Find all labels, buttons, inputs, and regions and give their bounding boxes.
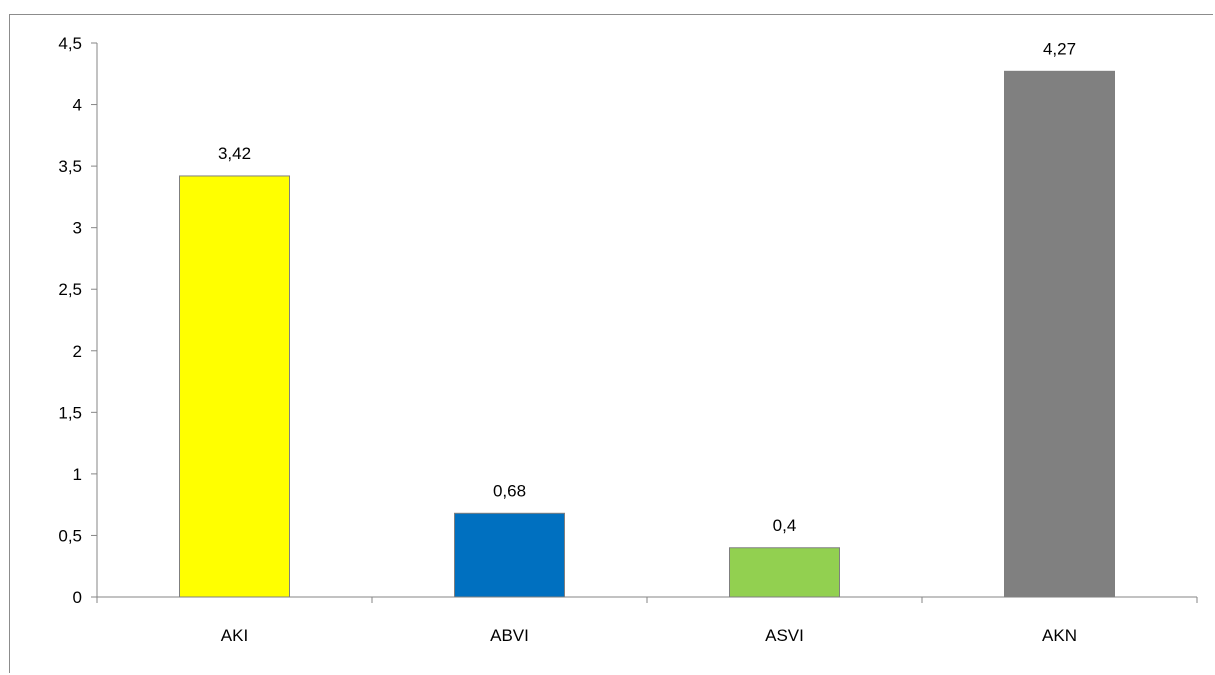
y-tick-label: 1,5 [58,403,82,422]
y-tick-label: 0 [73,588,82,607]
x-tick-label: AKI [221,626,248,645]
y-tick-label: 2 [73,342,82,361]
bar-asvi [730,548,840,597]
x-tick-label: ABVI [490,626,529,645]
x-tick-label: ASVI [765,626,804,645]
bar-akn [1005,71,1115,597]
data-label: 0,4 [773,516,797,535]
y-tick-label: 2,5 [58,280,82,299]
x-tick-label: AKN [1042,626,1077,645]
chart-bars [180,71,1115,597]
y-tick-label: 4,5 [58,34,82,53]
y-tick-label: 3 [73,219,82,238]
y-tick-label: 4 [73,96,82,115]
y-tick-label: 1 [73,465,82,484]
y-tick-label: 3,5 [58,157,82,176]
y-tick-label: 0,5 [58,526,82,545]
chart-labels: 3,42 AKI 0,68 ABVI 0,4 ASVI 4,27 AKN [218,39,1077,645]
bar-aki [180,176,290,597]
bar-abvi [455,513,565,597]
data-label: 4,27 [1043,39,1076,58]
data-label: 3,42 [218,144,251,163]
data-label: 0,68 [493,481,526,500]
